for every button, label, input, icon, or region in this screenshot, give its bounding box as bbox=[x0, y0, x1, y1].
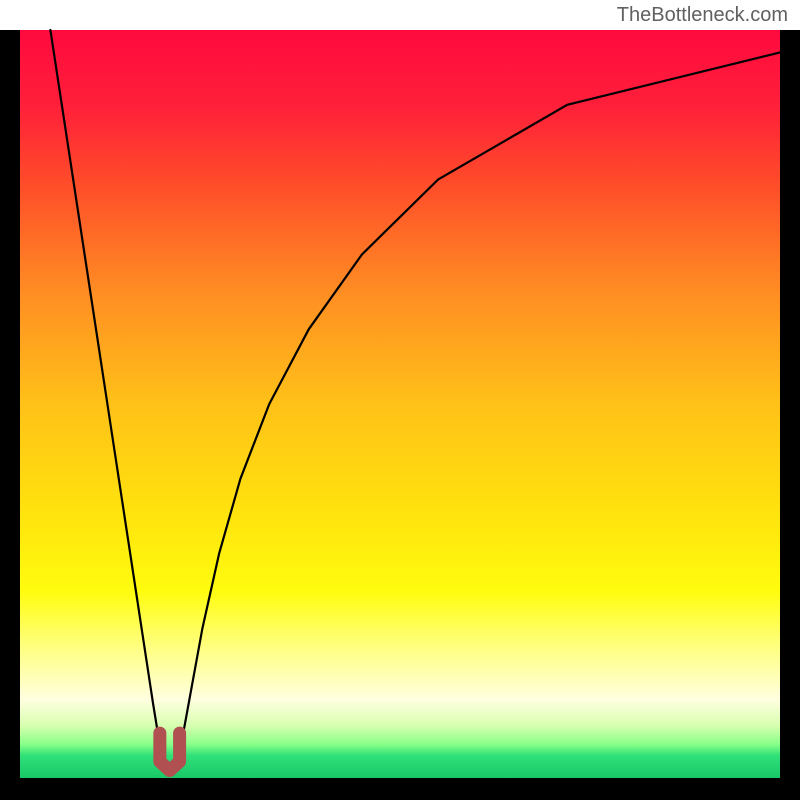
chart-container: TheBottleneck.com bbox=[0, 0, 800, 800]
attribution-text: TheBottleneck.com bbox=[617, 4, 788, 27]
plot-gradient bbox=[20, 30, 780, 778]
bottleneck-chart bbox=[0, 0, 800, 800]
